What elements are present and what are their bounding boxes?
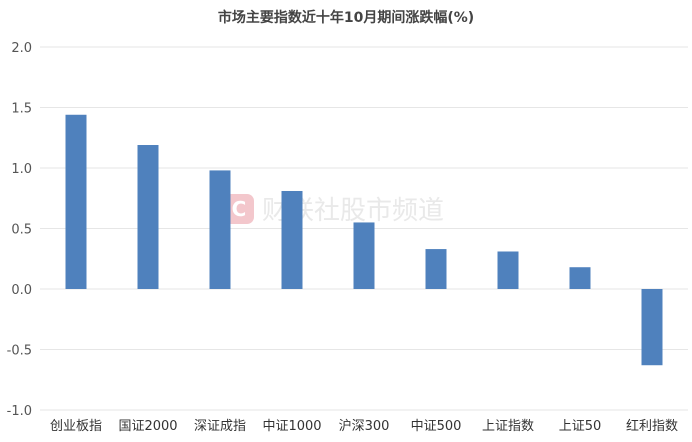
y-tick-label: 1.0 [11,162,32,177]
y-tick-label: 0.5 [11,223,32,238]
bar [497,251,519,289]
bar [137,145,159,289]
bar [569,267,591,289]
y-axis-ticks: 2.0 1.5 1.0 0.5 0.0 -0.5 -1.0 [7,41,32,419]
bar [641,289,663,366]
x-category-label: 国证2000 [118,419,177,434]
y-tick-label: 1.5 [11,102,32,117]
x-category-label: 中证1000 [262,419,321,434]
x-category-label: 上证指数 [482,419,534,434]
bar [209,170,231,289]
cls-logo-icon [224,194,254,224]
x-category-label: 创业板指 [50,419,102,434]
x-axis-categories: 创业板指 国证2000 深证成指 中证1000 沪深300 中证500 上证指数 上证50 红利… [50,418,678,434]
bar [281,190,303,289]
x-category-label: 深证成指 [194,419,246,434]
chart-title: 市场主要指数近十年10月期间涨跌幅(%) [217,10,475,26]
bar [425,249,447,289]
cls-logo-letter: C [232,197,247,221]
y-tick-label: -0.5 [7,344,32,359]
y-tick-label: 2.0 [11,41,32,56]
x-category-label: 上证50 [559,419,602,434]
bar [353,222,375,289]
bar [65,114,87,289]
y-tick-label: -1.0 [7,404,32,419]
x-category-label: 沪深300 [339,418,390,434]
x-category-label: 中证500 [411,419,462,434]
y-tick-label: 0.0 [11,283,32,298]
watermark: C 财联社股市频道 [224,194,444,226]
bars [65,114,663,366]
x-category-label: 红利指数 [626,418,678,434]
